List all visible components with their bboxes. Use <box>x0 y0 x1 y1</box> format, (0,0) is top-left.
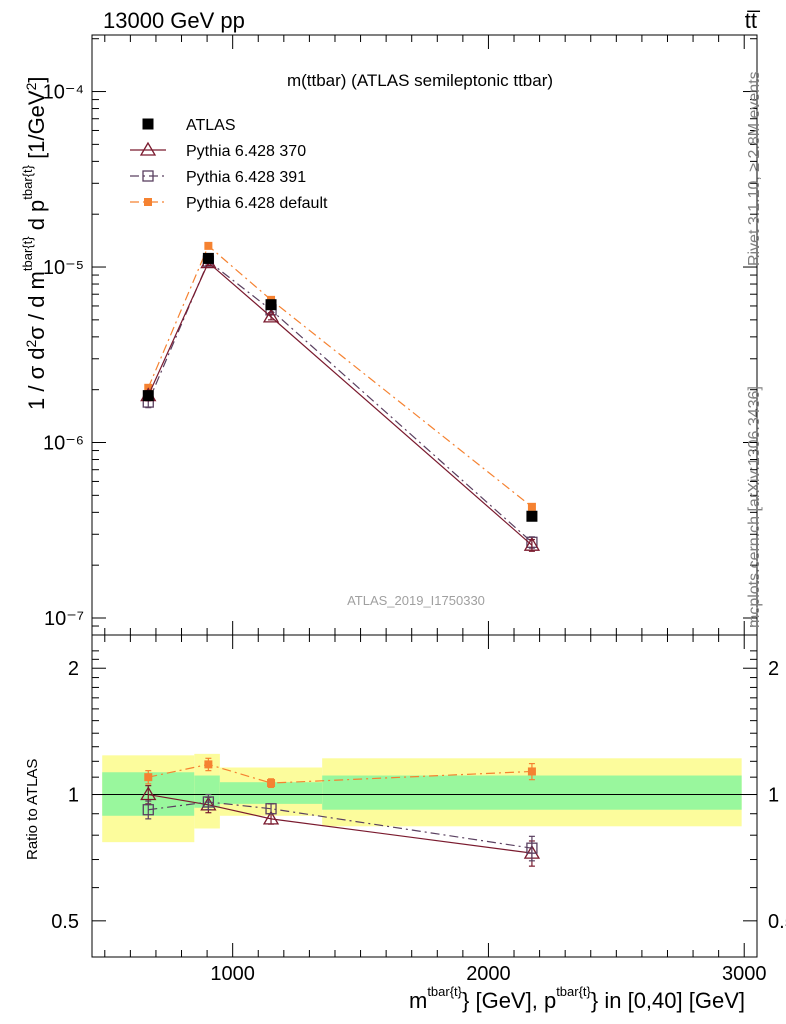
x-axis-label: mtbar{t}} [GeV], ptbar{t}} in [0,40] [Ge… <box>409 984 745 1013</box>
data-point <box>267 779 276 788</box>
data-point <box>140 786 157 801</box>
y-tick-label: 10⁻⁶ <box>43 433 84 455</box>
series-2 <box>142 255 538 549</box>
header-right: tt̅ <box>745 8 761 33</box>
legend-marker <box>144 198 152 206</box>
header-left: 13000 GeV pp <box>103 8 245 33</box>
ratio-series-2 <box>144 757 536 788</box>
ratio-inner-band <box>322 775 742 810</box>
legend-marker <box>139 141 157 156</box>
main-title: m(ttbar) (ATLAS semileptonic ttbar) <box>287 71 553 90</box>
legend-entry-0: ATLAS <box>142 117 236 134</box>
legend-entry-1: Pythia 6.428 370 <box>130 141 306 160</box>
ratio-y-tick-label: 2 <box>68 658 79 680</box>
y-tick-label: 10⁻⁵ <box>43 257 84 279</box>
ratio-y-tick-label: 0.5 <box>51 911 79 933</box>
x-tick-label: 2000 <box>466 963 511 985</box>
legend-entry-3: Pythia 6.428 default <box>130 195 328 212</box>
data-point <box>202 252 214 264</box>
legend-entry-2: Pythia 6.428 391 <box>130 169 306 186</box>
ratio-y-tick-label-right: 1 <box>768 785 779 807</box>
ratio-y-tick-label-right: 2 <box>768 658 779 680</box>
data-point <box>526 510 538 522</box>
legend-label: ATLAS <box>186 117 236 134</box>
legend-label: Pythia 6.428 370 <box>186 143 306 160</box>
data-point <box>204 241 213 250</box>
series-line <box>147 260 533 543</box>
series-line <box>148 801 533 849</box>
y-tick-label: 10⁻⁷ <box>44 608 84 630</box>
data-point <box>142 390 154 402</box>
ratio-series-1 <box>142 793 538 862</box>
data-point <box>527 502 536 511</box>
series-line <box>148 793 533 854</box>
series-0 <box>142 252 538 522</box>
data-point <box>204 760 213 769</box>
ratio-inner-band <box>219 782 323 804</box>
data-point <box>142 804 154 816</box>
data-point <box>202 796 215 808</box>
data-point <box>262 308 280 323</box>
x-tick-label: 3000 <box>722 963 767 985</box>
data-point <box>523 536 541 551</box>
mcplots-label: mcplots.cern.ch [arXiv:1306.3436] <box>746 386 763 628</box>
watermark: ATLAS_2019_I1750330 <box>347 593 485 608</box>
main-y-axis-label: 1 / σ d2σ / d mtbar{t} d ptbar{t} [1/GeV… <box>20 76 49 410</box>
x-tick-label: 1000 <box>210 963 255 985</box>
data-point <box>262 810 280 825</box>
legend-label: Pythia 6.428 391 <box>186 169 306 186</box>
legend-marker <box>142 118 154 130</box>
data-point <box>526 842 538 854</box>
legend-marker <box>142 170 154 182</box>
series-line <box>147 261 533 546</box>
y-tick-label: 10⁻⁴ <box>43 82 84 104</box>
ratio-plot-frame <box>91 634 758 958</box>
data-point <box>144 773 153 782</box>
series-1 <box>140 254 541 552</box>
rivet-label: Rivet 3.1.10, ≥ 2.8M events <box>746 71 763 266</box>
legend-label: Pythia 6.428 default <box>186 195 328 212</box>
ratio-y-axis-label: Ratio to ATLAS <box>24 759 41 860</box>
series-line <box>147 244 533 508</box>
ratio-y-tick-label: 1 <box>68 785 79 807</box>
data-point <box>265 299 277 311</box>
ratio-y-tick-label-right: 0.5 <box>768 911 786 933</box>
series-3 <box>144 241 536 511</box>
data-point <box>527 767 536 776</box>
data-point <box>265 803 277 815</box>
